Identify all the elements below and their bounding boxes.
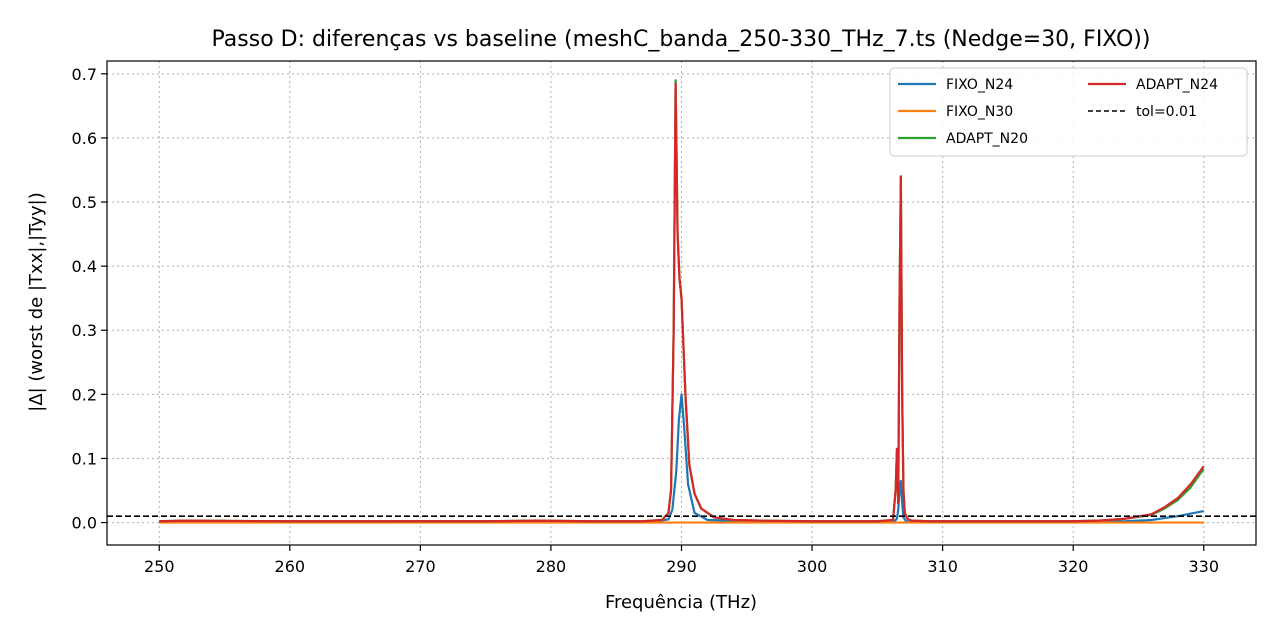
y-tick-label: 0.3	[72, 321, 97, 340]
y-tick-label: 0.0	[72, 514, 97, 533]
y-tick-label: 0.2	[72, 385, 97, 404]
x-tick-label: 270	[405, 557, 436, 576]
x-axis-label: Frequência (THz)	[605, 592, 757, 613]
y-axis: 0.0 0.1 0.2 0.3 0.4 0.5 0.6 0.7	[72, 65, 107, 533]
x-tick-label: 260	[275, 557, 306, 576]
series-line-adapt-n24	[159, 82, 1205, 523]
legend-label: FIXO_N30	[946, 104, 1013, 120]
plot-series	[107, 79, 1256, 524]
x-tick-label: 330	[1188, 557, 1219, 576]
y-tick-label: 0.4	[72, 257, 97, 276]
y-tick-label: 0.5	[72, 193, 97, 212]
legend-box	[889, 67, 1248, 157]
chart-title: Passo D: diferenças vs baseline (meshC_b…	[212, 27, 1151, 52]
y-tick-label: 0.1	[72, 449, 97, 468]
legend-label: ADAPT_N24	[1136, 77, 1218, 93]
legend-label: ADAPT_N20	[946, 131, 1028, 147]
x-tick-label: 320	[1058, 557, 1089, 576]
x-tick-label: 250	[144, 557, 175, 576]
x-axis: 250 260 270 280 290 300 310 320 330	[144, 545, 1219, 576]
x-tick-label: 290	[666, 557, 697, 576]
y-tick-label: 0.7	[72, 65, 97, 84]
x-tick-label: 280	[536, 557, 567, 576]
x-tick-label: 300	[797, 557, 828, 576]
legend-label: tol=0.01	[1136, 104, 1197, 120]
x-tick-label: 310	[927, 557, 958, 576]
y-axis-label: |Δ| (worst de |Txx|,|Tyy|)	[26, 192, 47, 412]
legend: FIXO_N24 FIXO_N30 ADAPT_N20 ADAPT_N24 tol=0.…	[889, 67, 1248, 157]
y-tick-label: 0.6	[72, 129, 97, 148]
legend-label: FIXO_N24	[946, 77, 1013, 93]
